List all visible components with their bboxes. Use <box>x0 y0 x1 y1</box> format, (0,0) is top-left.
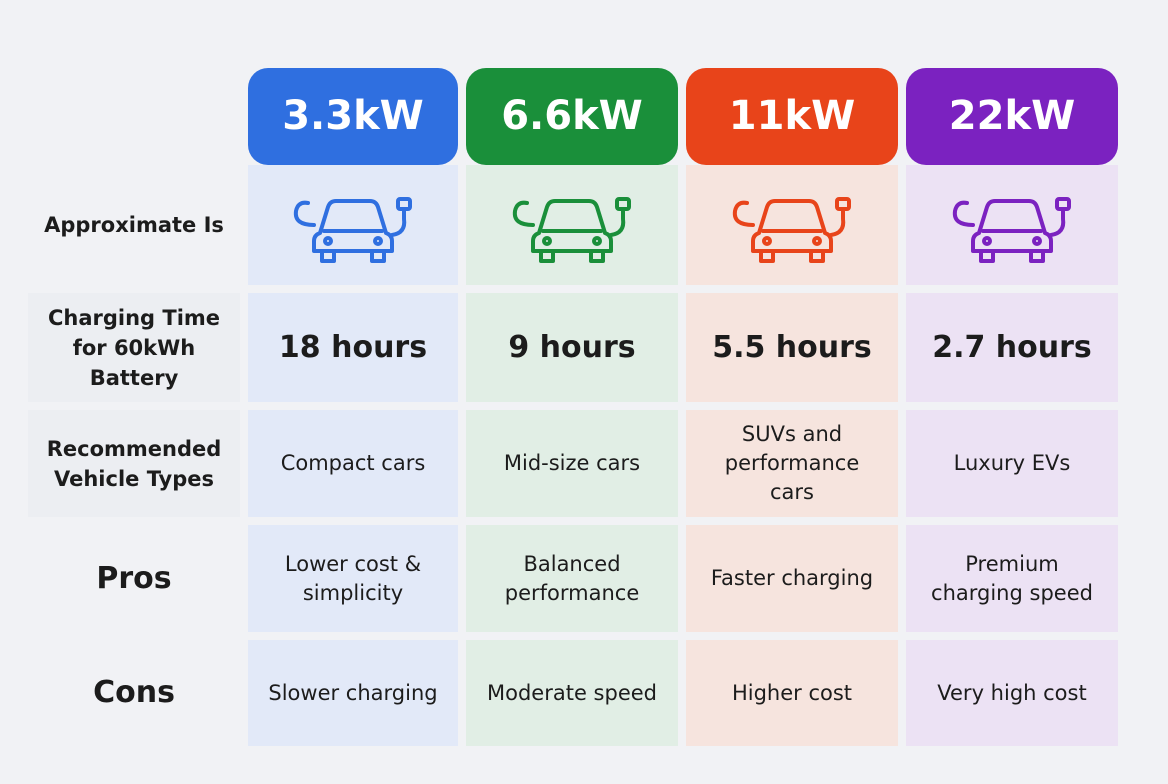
icon-cell <box>466 165 678 285</box>
comparison-table: 3.3kW 6.6kW 11kW 22kW Approximate Is Charging… <box>28 68 1118 746</box>
icon-cell <box>686 165 898 285</box>
car-icon <box>952 197 1071 263</box>
table-cell: 5.5 hours <box>686 293 898 402</box>
column-header: 11kW <box>686 68 898 165</box>
table-cell: 18 hours <box>248 293 458 402</box>
table-cell: Balanced performance <box>466 525 678 632</box>
car-icon <box>293 197 412 263</box>
row-label: Charging Time for 60kWh Battery <box>28 293 240 402</box>
icon-cell <box>248 165 458 285</box>
column-header: 3.3kW <box>248 68 458 165</box>
column-header: 22kW <box>906 68 1118 165</box>
table-cell: Slower charging <box>248 640 458 746</box>
table-cell: Mid-size cars <box>466 410 678 517</box>
row-label: Pros <box>96 560 172 596</box>
row-label: Recommended Vehicle Types <box>28 410 240 517</box>
table-cell: Moderate speed <box>466 640 678 746</box>
table-cell: Higher cost <box>686 640 898 746</box>
row-label: Approximate Is <box>44 213 224 237</box>
table-cell: SUVs and performance cars <box>686 410 898 517</box>
car-icon <box>732 197 851 263</box>
table-cell: 2.7 hours <box>906 293 1118 402</box>
row-label: Cons <box>93 675 175 710</box>
icon-cell <box>906 165 1118 285</box>
table-cell: Faster charging <box>686 525 898 632</box>
column-header: 6.6kW <box>466 68 678 165</box>
table-cell: Luxury EVs <box>906 410 1118 517</box>
table-cell: Lower cost & simplicity <box>248 525 458 632</box>
car-icon <box>512 197 631 263</box>
table-cell: Very high cost <box>906 640 1118 746</box>
table-cell: Compact cars <box>248 410 458 517</box>
table-cell: 9 hours <box>466 293 678 402</box>
table-cell: Premium charging speed <box>906 525 1118 632</box>
